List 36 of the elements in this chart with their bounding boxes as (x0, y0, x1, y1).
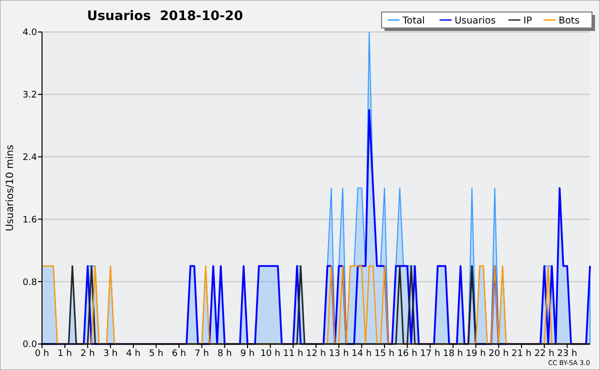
chart-title: Usuarios 2018-10-20 (86, 9, 244, 24)
x-tick-label: 23 h (557, 349, 578, 359)
x-tick-label: 16 h (397, 349, 418, 359)
x-tick-label: 6 h (172, 349, 186, 359)
x-tick-label: 3 h (103, 349, 118, 359)
x-tick-label: 0 h (34, 349, 50, 359)
x-tick-label: 12 h (306, 349, 326, 359)
x-tick-label: 9 h (240, 349, 255, 359)
x-tick-label: 8 h (218, 349, 232, 359)
y-tick-label: 1.6 (22, 215, 38, 226)
y-axis-title: Usuarios/10 mins (5, 144, 16, 232)
x-tick-label: 21 h (511, 349, 532, 359)
y-tick-label: 3.2 (22, 90, 37, 101)
x-tick-label: 11 h (283, 349, 304, 359)
legend-label: Bots (558, 15, 580, 26)
x-tick-label: 14 h (352, 349, 372, 359)
x-tick-label: 7 h (194, 349, 209, 359)
x-tick-label: 22 h (534, 349, 554, 359)
y-tick-label: 0.8 (22, 278, 38, 288)
y-tick-label: 4.0 (22, 28, 38, 38)
x-tick-label: 18 h (442, 349, 464, 359)
x-tick-label: 5 h (149, 349, 164, 359)
x-tick-label: 13 h (328, 349, 349, 359)
legend-label: Total (402, 15, 425, 26)
y-tick-label: 2.4 (22, 152, 38, 163)
x-tick-label: 1 h (58, 349, 72, 359)
legend-label: Usuarios (454, 15, 496, 26)
y-tick-label: 0.0 (22, 340, 38, 350)
x-tick-label: 2 h (80, 349, 95, 359)
x-tick-label: 10 h (260, 349, 280, 359)
x-tick-label: 19 h (466, 349, 486, 359)
legend-label: IP (523, 15, 532, 26)
x-tick-label: 17 h (420, 349, 440, 359)
x-tick-label: 4 h (126, 349, 140, 359)
x-tick-label: 20 h (488, 349, 509, 359)
x-tick-label: 15 h (374, 349, 395, 359)
